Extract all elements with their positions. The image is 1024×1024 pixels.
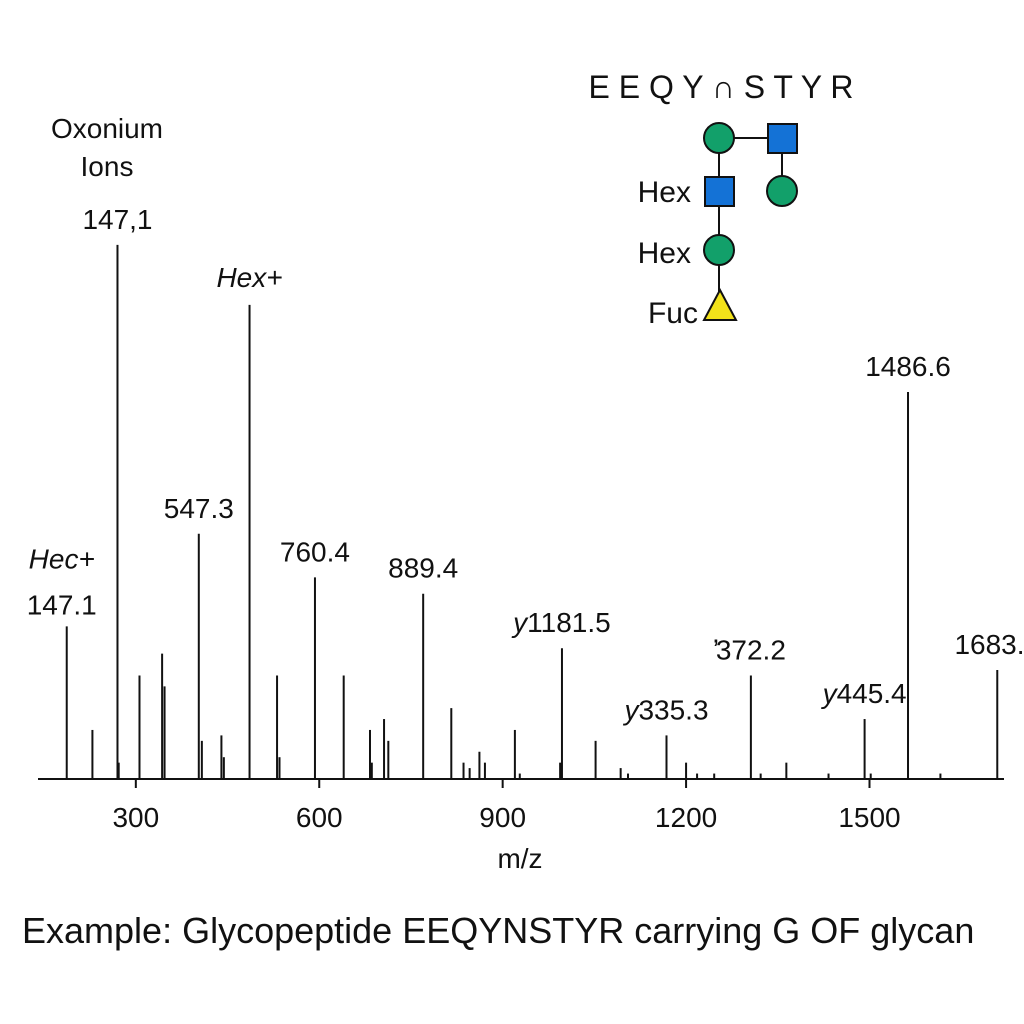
peaks-layer bbox=[65, 244, 999, 779]
oxonium-label-line2: Ions bbox=[81, 151, 134, 182]
x-tick-label: 900 bbox=[479, 802, 526, 833]
x-tick-label: 1200 bbox=[655, 802, 717, 833]
peak-label: ̕372.2 bbox=[714, 634, 786, 665]
peak-label: 1486.6 bbox=[865, 351, 951, 382]
peak-label: 760.4 bbox=[280, 536, 350, 567]
x-axis-title: m/z bbox=[497, 843, 542, 874]
peak-label: 147,1 bbox=[82, 204, 152, 235]
peak-tag: Hec+ bbox=[29, 543, 95, 574]
peak-label: y445.4 bbox=[821, 678, 907, 709]
glycan-label-hex-2: Hex bbox=[638, 237, 691, 270]
peak-label: y1181.5 bbox=[511, 607, 611, 638]
hexose-icon bbox=[703, 234, 735, 266]
oxonium-label-line1: Oxonium bbox=[51, 113, 163, 144]
x-tick-label: 600 bbox=[296, 802, 343, 833]
peak-labels-layer: Hec+ 147.1 147,1 547.3 Hex+ 760.4 889.4 y1181.5… bbox=[27, 204, 1024, 726]
peak-label: 547.3 bbox=[164, 493, 234, 524]
figure-caption: Example: Glycopeptide EEQYNSTYR carrying… bbox=[22, 910, 975, 951]
glycan-structure: Hex Hex Fuc bbox=[638, 122, 798, 330]
hexnac-icon bbox=[767, 123, 798, 154]
fucose-icon bbox=[702, 287, 738, 321]
x-tick-label: 1500 bbox=[838, 802, 900, 833]
hexose-icon bbox=[703, 122, 735, 154]
hexnac-icon bbox=[704, 176, 735, 207]
peak-label: 147.1 bbox=[27, 589, 97, 620]
peptide-sequence: E E Q Y ∩ S T Y R bbox=[589, 69, 854, 105]
x-tick-label: 300 bbox=[112, 802, 159, 833]
x-axis: 300 600 900 1200 1500 bbox=[38, 778, 1004, 833]
glycan-label-hex-1: Hex bbox=[638, 176, 691, 209]
peak-label: y335.3 bbox=[622, 694, 708, 725]
peak-label: 1683.6 bbox=[954, 629, 1024, 660]
glycan-label-fuc: Fuc bbox=[648, 297, 698, 330]
hexose-icon bbox=[766, 175, 798, 207]
peak-tag: Hex+ bbox=[216, 262, 282, 293]
peak-label: 889.4 bbox=[388, 553, 458, 584]
